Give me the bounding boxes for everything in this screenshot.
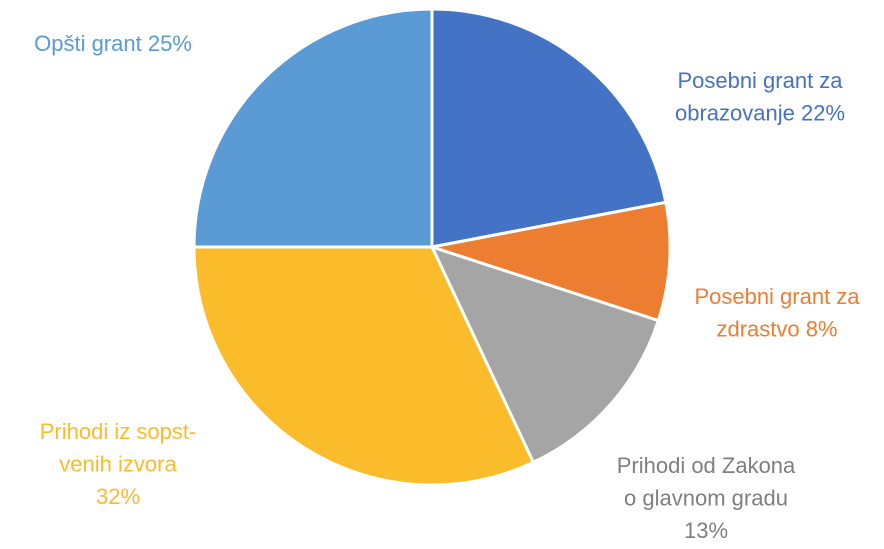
- category-label: Posebni grant za: [694, 284, 860, 309]
- slice-label: obrazovanje 22%: [675, 100, 845, 125]
- slice-label: Prihodi od Zakona: [617, 453, 796, 478]
- category-label: Prihodi od Zakona: [617, 453, 796, 478]
- slice-label: zdrastvo 8%: [716, 316, 837, 341]
- category-label: Posebni grant za: [677, 68, 843, 93]
- value-label: 25%: [148, 31, 192, 56]
- value-label: 13%: [684, 518, 728, 543]
- slice-label: Posebni grant za: [694, 284, 860, 309]
- slice-label: Opšti grant 25%: [34, 31, 192, 56]
- category-label: o glavnom gradu: [624, 485, 788, 510]
- pie-slice: [431, 200, 672, 323]
- category-label: Prihodi iz sopst-: [40, 419, 197, 444]
- value-label: 32%: [96, 484, 140, 509]
- slice-label: o glavnom gradu: [624, 485, 788, 510]
- slice-label: Posebni grant za: [677, 68, 843, 93]
- slice-label: Prihodi iz sopst-: [40, 419, 197, 444]
- slice-label: venih izvora: [59, 451, 177, 476]
- category-label: zdrastvo: [716, 316, 799, 341]
- pie-slice: [192, 245, 536, 487]
- category-label: Opšti grant: [34, 31, 142, 56]
- category-label: obrazovanje: [675, 100, 795, 125]
- value-label: 8%: [806, 316, 838, 341]
- pie-slice: [430, 7, 668, 249]
- value-label: 22%: [801, 100, 845, 125]
- pie-slice: [192, 7, 434, 249]
- pie-slice: [429, 244, 661, 465]
- category-label: venih izvora: [59, 451, 177, 476]
